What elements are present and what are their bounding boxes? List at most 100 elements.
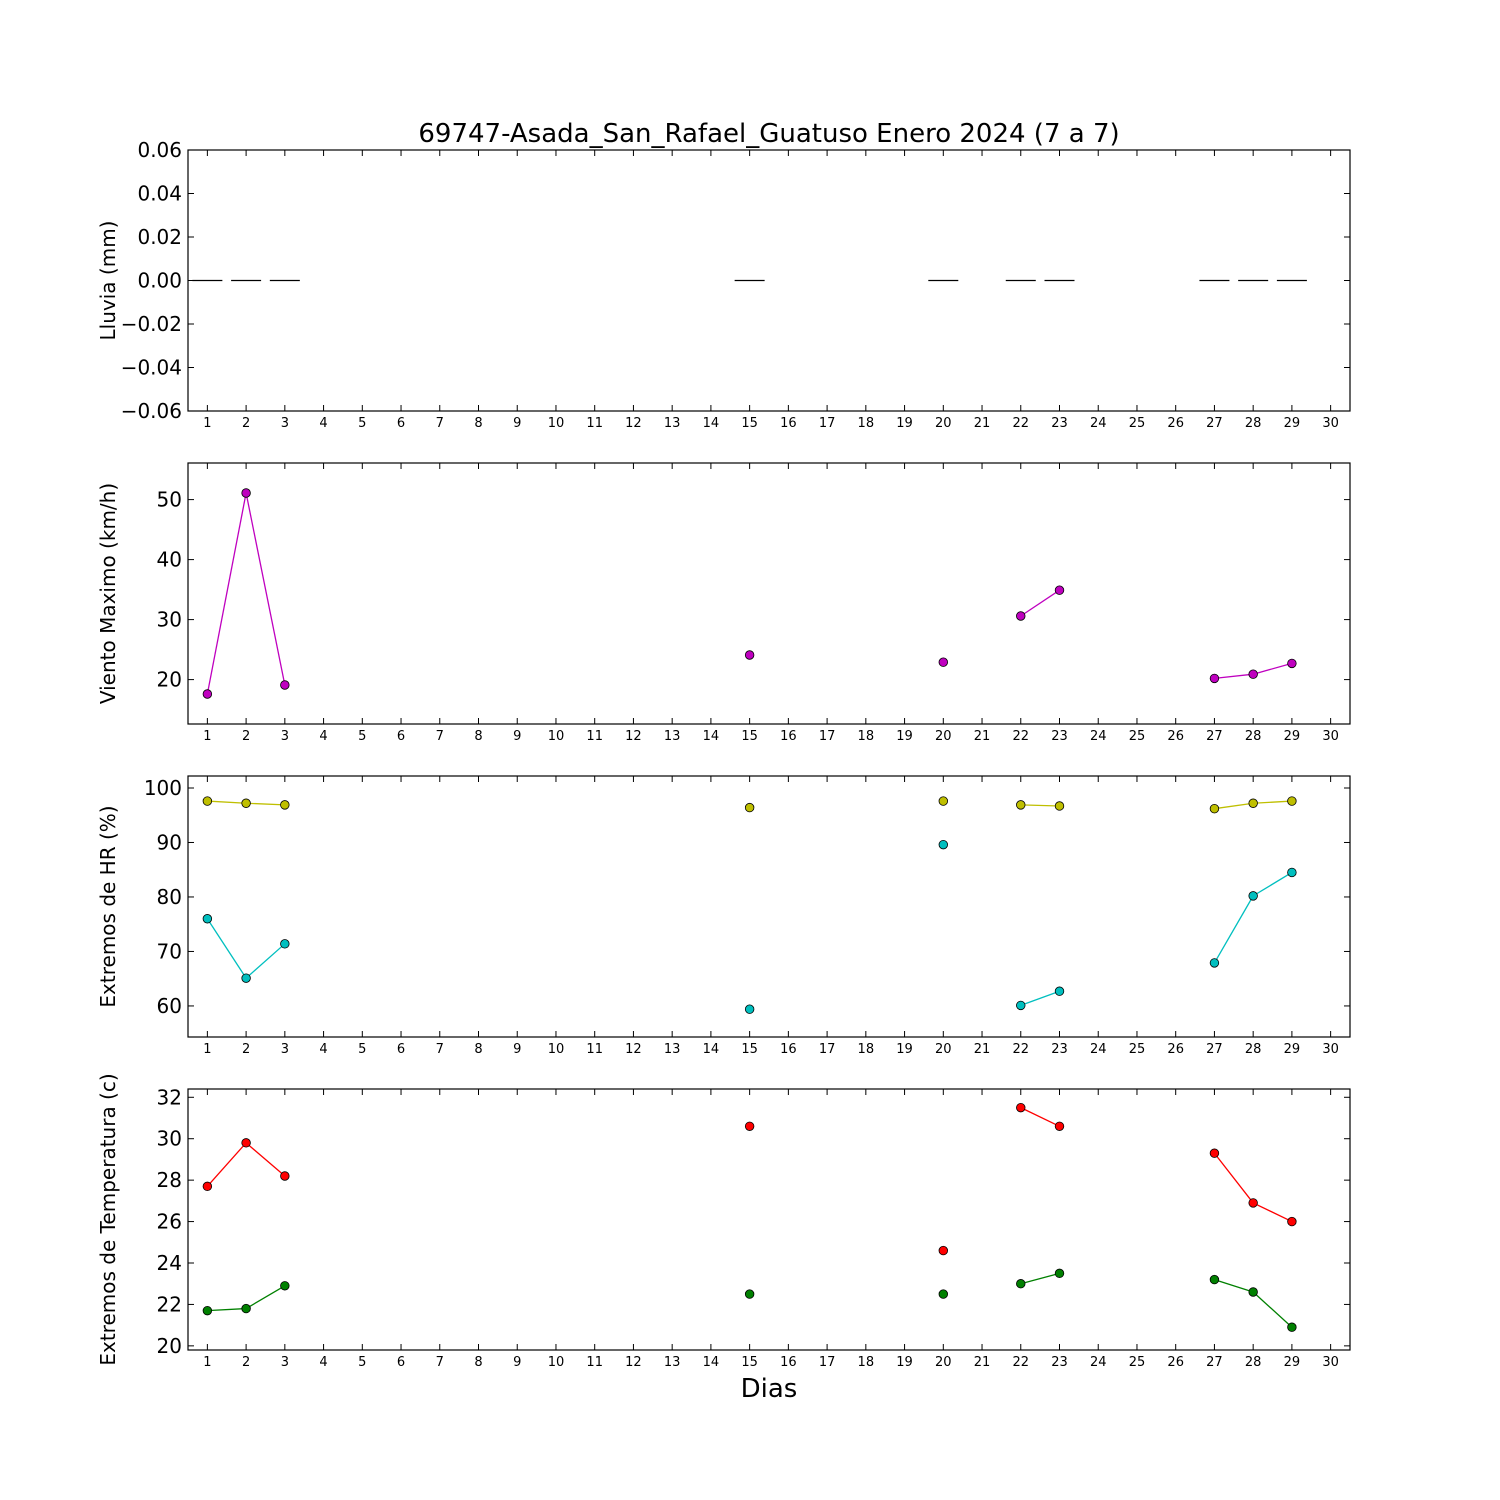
data-point xyxy=(744,650,755,660)
data-point xyxy=(1016,800,1026,810)
x-tick-label: 25 xyxy=(1129,416,1146,431)
data-point xyxy=(1054,801,1065,811)
y-tick-label: 30 xyxy=(157,1127,182,1151)
x-tick-label: 8 xyxy=(474,1042,482,1057)
x-tick-label: 23 xyxy=(1051,1042,1068,1057)
series-segment xyxy=(245,1285,286,1310)
plot-frame xyxy=(187,1088,1351,1351)
x-tick-label: 3 xyxy=(281,416,289,431)
data-point xyxy=(1016,1000,1026,1011)
x-axis-label: Dias xyxy=(741,1374,798,1404)
x-tick-label: 14 xyxy=(703,1042,720,1057)
x-tick-label: 12 xyxy=(625,1042,642,1057)
data-point xyxy=(938,1289,949,1299)
series-segment xyxy=(207,1307,247,1312)
x-tick-label: 22 xyxy=(1012,1355,1029,1370)
x-tick-label: 7 xyxy=(436,1355,444,1370)
data-point xyxy=(1209,1148,1220,1158)
data-point xyxy=(202,689,213,699)
x-tick-label: 30 xyxy=(1322,1355,1339,1370)
y-tick-label: 28 xyxy=(157,1168,182,1192)
x-tick-label: 2 xyxy=(242,416,250,431)
x-tick-label: 13 xyxy=(664,1355,681,1370)
y-tick-label: 24 xyxy=(157,1251,182,1275)
series-segment xyxy=(1020,804,1060,807)
x-tick-label: 5 xyxy=(358,416,366,431)
x-tick-label: 14 xyxy=(703,729,720,744)
data-point xyxy=(1209,1274,1220,1285)
y-tick-label: 70 xyxy=(157,939,182,963)
data-point xyxy=(1287,1322,1297,1332)
x-tick-label: 1 xyxy=(203,416,211,431)
x-tick-label: 15 xyxy=(741,416,758,431)
x-tick-label: 13 xyxy=(664,1042,681,1057)
x-tick-label: 27 xyxy=(1206,729,1223,744)
x-tick-label: 13 xyxy=(664,416,681,431)
x-tick-label: 5 xyxy=(358,1355,366,1370)
x-tick-label: 14 xyxy=(703,416,720,431)
x-tick-label: 6 xyxy=(397,416,405,431)
series-segment xyxy=(1020,1107,1060,1127)
x-tick-label: 11 xyxy=(586,1042,603,1057)
x-tick-label: 6 xyxy=(397,729,405,744)
data-point xyxy=(1248,798,1258,808)
series-segment xyxy=(1213,1152,1254,1204)
x-tick-label: 9 xyxy=(513,729,521,744)
series-1 xyxy=(202,839,1297,1014)
data-point xyxy=(1054,1121,1065,1131)
y-tick-label: −0.02 xyxy=(121,312,182,336)
data-point xyxy=(280,1171,290,1181)
x-tick-label: 27 xyxy=(1206,416,1223,431)
x-tick-label: 1 xyxy=(203,1355,211,1370)
x-tick-label: 25 xyxy=(1129,1355,1146,1370)
x-tick-label: 26 xyxy=(1167,416,1184,431)
data-point xyxy=(938,1245,949,1256)
x-tick-label: 5 xyxy=(358,1042,366,1057)
x-tick-label: 30 xyxy=(1322,1042,1339,1057)
y-tick-label: 60 xyxy=(157,994,182,1018)
x-tick-label: 12 xyxy=(625,729,642,744)
data-point xyxy=(744,802,755,813)
x-tick-label: 25 xyxy=(1129,729,1146,744)
plot-frame xyxy=(187,775,1351,1038)
x-tick-label: 10 xyxy=(548,416,565,431)
x-tick-label: 4 xyxy=(319,729,327,744)
series-segment xyxy=(1020,589,1060,617)
x-tick-label: 16 xyxy=(780,1355,797,1370)
y-tick-label: 30 xyxy=(157,608,182,632)
y-tick-label: 80 xyxy=(157,885,182,909)
x-tick-label: 3 xyxy=(281,1042,289,1057)
series-segment xyxy=(1252,871,1293,897)
x-tick-label: 4 xyxy=(319,1355,327,1370)
data-point xyxy=(241,1138,251,1148)
data-point xyxy=(241,488,251,498)
x-tick-label: 10 xyxy=(548,1355,565,1370)
x-tick-label: 22 xyxy=(1012,1042,1029,1057)
y-tick-label: 0.02 xyxy=(137,225,182,249)
y-tick-label: 20 xyxy=(157,668,182,692)
x-tick-label: 23 xyxy=(1051,1355,1068,1370)
x-tick-label: 21 xyxy=(974,1355,991,1370)
y-tick-label: 0.06 xyxy=(137,138,182,162)
data-point xyxy=(1287,658,1297,669)
y-tick-label: −0.06 xyxy=(121,399,182,423)
x-tick-label: 29 xyxy=(1284,1042,1301,1057)
data-point xyxy=(1209,673,1220,684)
y-axis-label: Extremos de Temperatura (c) xyxy=(96,1073,120,1365)
panel-rain: −0.06−0.04−0.020.000.020.040.061 2 3 4 5 6 7 8 9… xyxy=(96,138,1351,431)
x-tick-label: 28 xyxy=(1245,1355,1262,1370)
x-tick-label: 13 xyxy=(664,729,681,744)
x-tick-label: 28 xyxy=(1245,1042,1262,1057)
data-point xyxy=(1016,611,1026,621)
data-point xyxy=(1054,986,1065,996)
data-point xyxy=(202,796,213,806)
x-tick-label: 15 xyxy=(741,729,758,744)
x-tick-label: 26 xyxy=(1167,1355,1184,1370)
x-tick-label: 24 xyxy=(1090,416,1107,431)
series-segment xyxy=(206,1142,247,1187)
data-point xyxy=(202,1305,213,1316)
x-tick-label: 7 xyxy=(436,729,444,744)
